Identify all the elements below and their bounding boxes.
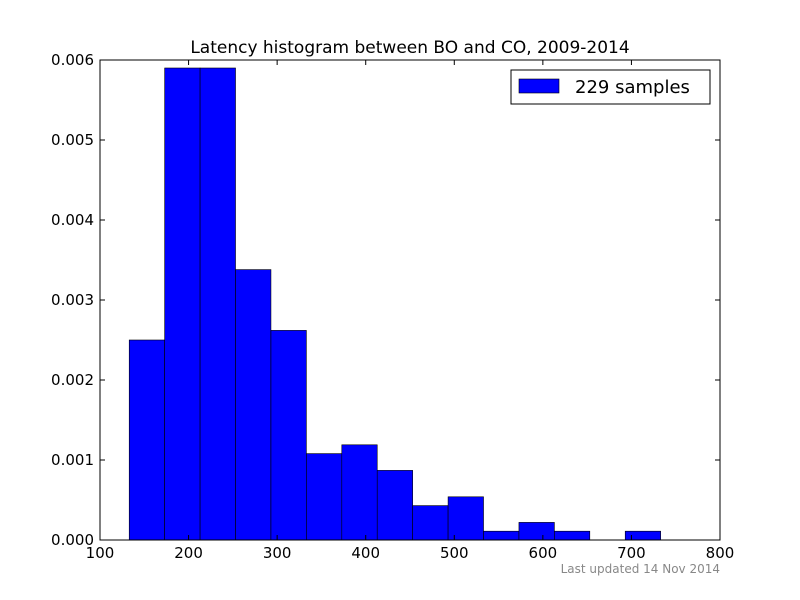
last-updated-note: Last updated 14 Nov 2014 — [560, 562, 720, 576]
y-tick-label: 0.004 — [51, 211, 94, 229]
histogram-bar — [447, 496, 484, 541]
histogram-bar — [128, 339, 165, 541]
x-tick-label: 500 — [440, 544, 469, 562]
histogram-bar — [624, 530, 661, 541]
chart-title: Latency histogram between BO and CO, 200… — [190, 38, 629, 58]
legend-swatch — [518, 78, 560, 94]
histogram-bar — [199, 67, 236, 541]
histogram-bar — [483, 530, 520, 541]
histogram-bar — [554, 530, 591, 541]
x-tick-label: 200 — [174, 544, 203, 562]
y-tick-label: 0.000 — [51, 531, 94, 549]
legend-label: 229 samples — [575, 77, 690, 98]
histogram-bar — [412, 505, 449, 541]
y-tick-label: 0.005 — [51, 131, 94, 149]
x-tick-label: 700 — [617, 544, 646, 562]
histogram-bar — [270, 330, 307, 541]
x-tick-label: 300 — [263, 544, 292, 562]
x-tick-label: 400 — [351, 544, 380, 562]
histogram-bar — [341, 444, 378, 541]
x-tick-label: 600 — [529, 544, 558, 562]
axes: 100 200 300 400 500 600 700 800 0.000 0.001 0.002 0… — [51, 51, 734, 562]
histogram-bar — [376, 470, 413, 541]
y-tick-label: 0.001 — [51, 451, 94, 469]
histogram-bar — [306, 453, 343, 541]
x-tick-label: 100 — [86, 544, 115, 562]
histogram-bars — [128, 67, 661, 541]
histogram-bar — [164, 67, 201, 541]
y-tick-label: 0.003 — [51, 291, 94, 309]
histogram-bar — [235, 269, 272, 541]
histogram-bar — [518, 522, 555, 541]
y-tick-label: 0.006 — [51, 51, 94, 69]
y-tick-label: 0.002 — [51, 371, 94, 389]
legend: 229 samples — [510, 69, 711, 105]
x-tick-label: 800 — [706, 544, 735, 562]
